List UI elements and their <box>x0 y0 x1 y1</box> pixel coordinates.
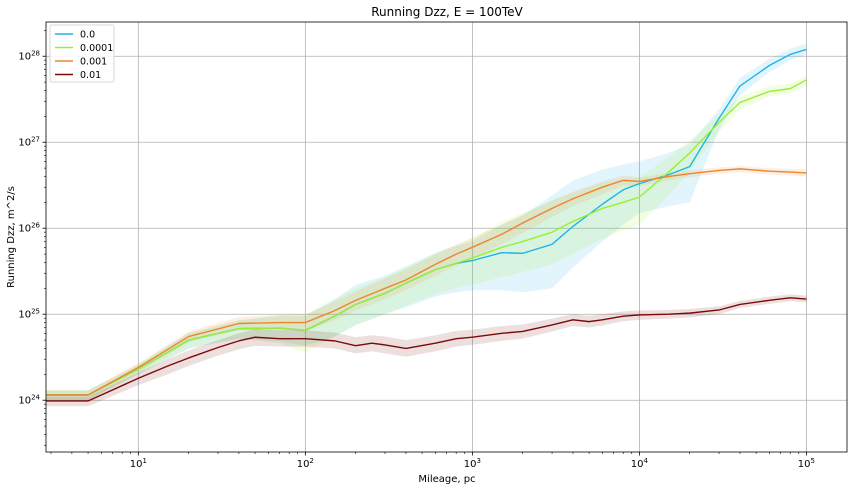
series-band-3 <box>46 294 807 407</box>
series-line-1 <box>46 79 807 396</box>
legend-label: 0.001 <box>80 56 107 67</box>
y-axis-label: Running Dzz, m^2/s <box>6 186 17 288</box>
y-axis-ticks: 1024 1025 1026 1027 1028 <box>18 30 46 446</box>
x-tick-label: 102 <box>297 457 314 470</box>
x-tick-label: 101 <box>130 457 147 470</box>
x-axis-ticks: 101 102 103 104 105 <box>50 452 815 470</box>
legend-box <box>49 24 115 83</box>
y-tick-label: 1025 <box>18 308 40 321</box>
series-lines <box>46 48 807 402</box>
legend-label: 0.0 <box>80 29 95 40</box>
legend-label: 0.0001 <box>80 43 113 54</box>
legend-label: 0.01 <box>80 70 101 81</box>
y-tick-label: 1024 <box>18 394 40 407</box>
x-tick-label: 104 <box>631 457 649 470</box>
series-line-3 <box>46 297 807 402</box>
grid-lines <box>46 22 847 452</box>
legend: 0.0 0.0001 0.001 0.01 <box>49 24 115 83</box>
series-line-2 <box>46 168 807 396</box>
x-tick-label: 105 <box>798 457 815 470</box>
y-tick-label: 1026 <box>18 222 40 235</box>
series-band-1 <box>46 75 807 401</box>
y-tick-label: 1027 <box>18 136 40 149</box>
y-tick-label: 1028 <box>18 50 40 63</box>
x-tick-label: 103 <box>464 457 481 470</box>
chart-title: Running Dzz, E = 100TeV <box>371 5 523 19</box>
x-axis-label: Mileage, pc <box>418 474 475 485</box>
plot-area <box>46 22 847 452</box>
